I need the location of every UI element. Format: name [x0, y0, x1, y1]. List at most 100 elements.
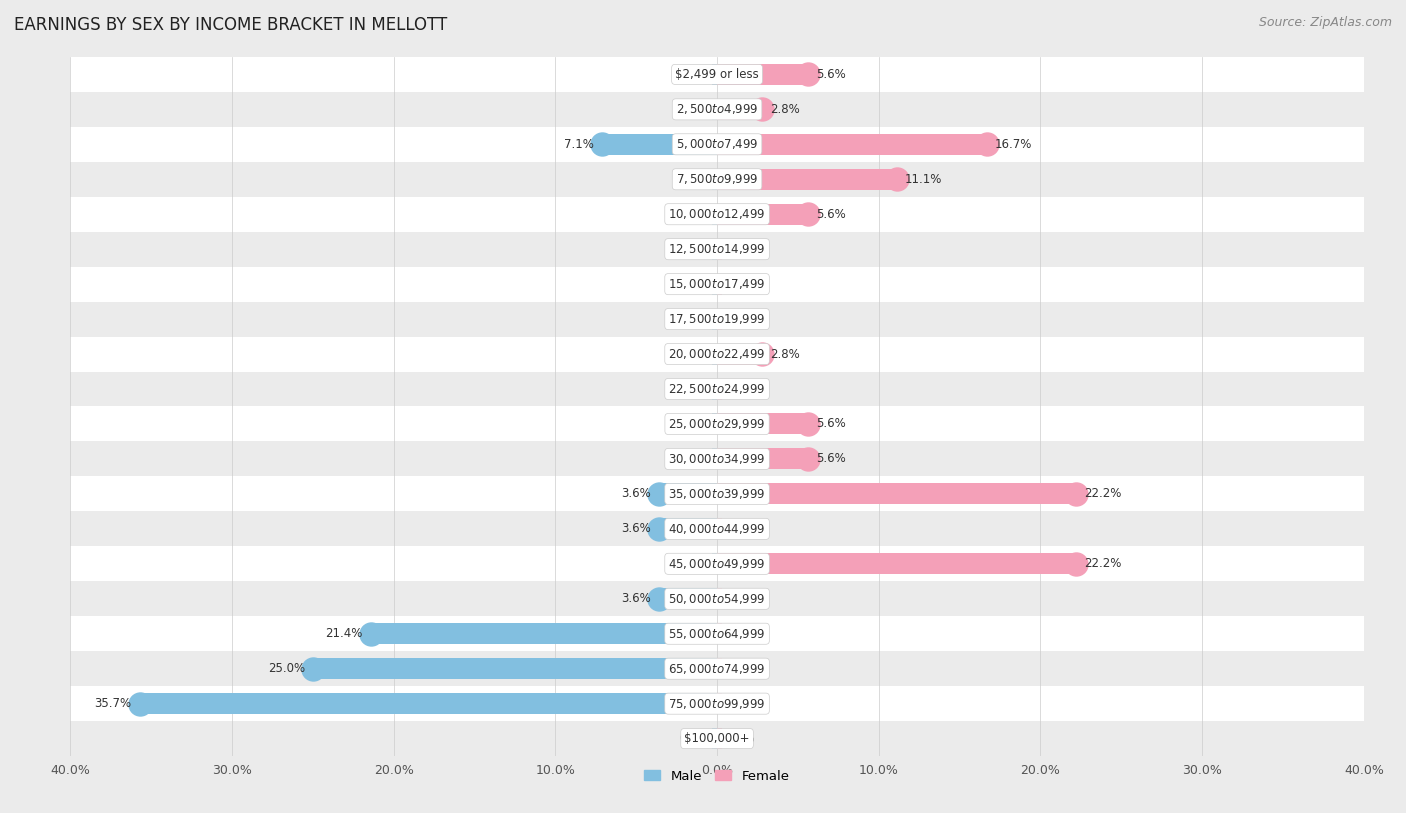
Bar — [70, 232, 1364, 267]
Bar — [659, 589, 717, 609]
Bar — [717, 624, 721, 644]
Text: 5.6%: 5.6% — [815, 208, 845, 220]
Bar — [713, 554, 717, 574]
Bar — [70, 441, 1364, 476]
Text: 0.0%: 0.0% — [725, 523, 755, 535]
Text: 5.6%: 5.6% — [815, 68, 845, 80]
Bar — [713, 204, 717, 224]
Text: $55,000 to $64,999: $55,000 to $64,999 — [668, 627, 766, 641]
Text: $7,500 to $9,999: $7,500 to $9,999 — [676, 172, 758, 186]
Bar — [717, 344, 762, 364]
Text: 5.6%: 5.6% — [815, 418, 845, 430]
Text: EARNINGS BY SEX BY INCOME BRACKET IN MELLOTT: EARNINGS BY SEX BY INCOME BRACKET IN MEL… — [14, 16, 447, 34]
Bar — [713, 379, 717, 399]
Text: $35,000 to $39,999: $35,000 to $39,999 — [668, 487, 766, 501]
Bar — [70, 162, 1364, 197]
Text: 0.0%: 0.0% — [679, 348, 709, 360]
Bar — [717, 449, 807, 469]
Text: $30,000 to $34,999: $30,000 to $34,999 — [668, 452, 766, 466]
Text: $40,000 to $44,999: $40,000 to $44,999 — [668, 522, 766, 536]
Bar — [70, 686, 1364, 721]
Bar — [717, 414, 807, 434]
Text: 0.0%: 0.0% — [725, 243, 755, 255]
Text: $65,000 to $74,999: $65,000 to $74,999 — [668, 662, 766, 676]
Bar — [717, 274, 721, 294]
Bar — [713, 309, 717, 329]
Text: $10,000 to $12,499: $10,000 to $12,499 — [668, 207, 766, 221]
Bar — [70, 302, 1364, 337]
Text: $100,000+: $100,000+ — [685, 733, 749, 745]
Text: 0.0%: 0.0% — [679, 453, 709, 465]
Bar — [717, 693, 721, 714]
Text: 3.6%: 3.6% — [621, 593, 651, 605]
Text: 0.0%: 0.0% — [679, 68, 709, 80]
Text: $15,000 to $17,499: $15,000 to $17,499 — [668, 277, 766, 291]
Text: 11.1%: 11.1% — [904, 173, 942, 185]
Text: $20,000 to $22,499: $20,000 to $22,499 — [668, 347, 766, 361]
Bar — [717, 134, 987, 154]
Bar — [717, 64, 807, 85]
Text: Source: ZipAtlas.com: Source: ZipAtlas.com — [1258, 16, 1392, 29]
Text: $50,000 to $54,999: $50,000 to $54,999 — [668, 592, 766, 606]
Bar — [713, 64, 717, 85]
Text: 3.6%: 3.6% — [621, 488, 651, 500]
Bar — [713, 414, 717, 434]
Bar — [717, 554, 1076, 574]
Bar — [717, 169, 897, 189]
Bar — [70, 721, 1364, 756]
Text: $2,500 to $4,999: $2,500 to $4,999 — [676, 102, 758, 116]
Bar — [713, 274, 717, 294]
Bar — [70, 406, 1364, 441]
Text: $22,500 to $24,999: $22,500 to $24,999 — [668, 382, 766, 396]
Text: 0.0%: 0.0% — [679, 278, 709, 290]
Bar — [713, 449, 717, 469]
Bar — [717, 728, 721, 749]
Bar — [713, 169, 717, 189]
Text: 22.2%: 22.2% — [1084, 558, 1122, 570]
Text: 0.0%: 0.0% — [679, 383, 709, 395]
Text: 0.0%: 0.0% — [679, 418, 709, 430]
Text: $2,499 or less: $2,499 or less — [675, 68, 759, 80]
Text: $5,000 to $7,499: $5,000 to $7,499 — [676, 137, 758, 151]
Bar — [70, 337, 1364, 372]
Text: 0.0%: 0.0% — [725, 593, 755, 605]
Text: $45,000 to $49,999: $45,000 to $49,999 — [668, 557, 766, 571]
Bar — [70, 616, 1364, 651]
Text: 5.6%: 5.6% — [815, 453, 845, 465]
Text: 0.0%: 0.0% — [725, 628, 755, 640]
Bar — [717, 239, 721, 259]
Bar — [659, 519, 717, 539]
Text: 16.7%: 16.7% — [995, 138, 1032, 150]
Text: $75,000 to $99,999: $75,000 to $99,999 — [668, 697, 766, 711]
Bar — [70, 197, 1364, 232]
Bar — [713, 239, 717, 259]
Text: 0.0%: 0.0% — [725, 698, 755, 710]
Bar — [70, 651, 1364, 686]
Bar — [717, 519, 721, 539]
Text: 35.7%: 35.7% — [94, 698, 132, 710]
Text: 0.0%: 0.0% — [725, 733, 755, 745]
Bar — [717, 204, 807, 224]
Bar — [70, 511, 1364, 546]
Text: 0.0%: 0.0% — [679, 313, 709, 325]
Bar — [713, 344, 717, 364]
Text: 0.0%: 0.0% — [679, 103, 709, 115]
Bar — [717, 309, 721, 329]
Text: 22.2%: 22.2% — [1084, 488, 1122, 500]
Text: 0.0%: 0.0% — [725, 313, 755, 325]
Bar — [717, 379, 721, 399]
Bar — [70, 372, 1364, 406]
Bar — [717, 484, 1076, 504]
Text: 7.1%: 7.1% — [564, 138, 595, 150]
Bar — [713, 99, 717, 120]
Bar — [371, 624, 717, 644]
Bar — [70, 267, 1364, 302]
Bar — [70, 476, 1364, 511]
Text: 0.0%: 0.0% — [679, 243, 709, 255]
Bar — [717, 589, 721, 609]
Text: 0.0%: 0.0% — [679, 558, 709, 570]
Bar — [70, 581, 1364, 616]
Bar — [602, 134, 717, 154]
Text: 0.0%: 0.0% — [679, 733, 709, 745]
Text: 3.6%: 3.6% — [621, 523, 651, 535]
